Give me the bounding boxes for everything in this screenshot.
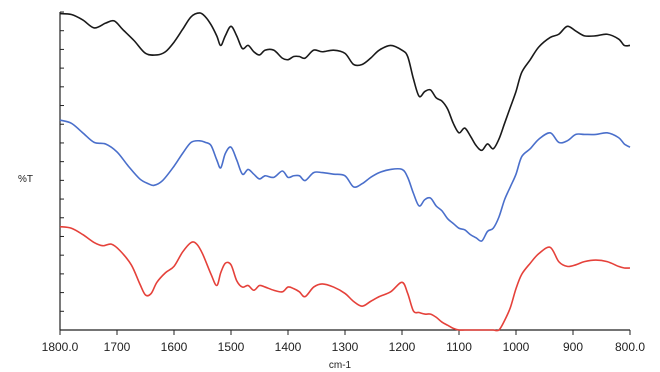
x-tick-label: 800.0	[615, 340, 645, 354]
spectrum-line-blue	[59, 119, 631, 242]
x-tick-label: 1200	[389, 340, 416, 354]
spectrum-series-layer	[59, 12, 631, 332]
x-tick-label: 1500	[218, 340, 245, 354]
spectrum-line-black	[59, 12, 631, 152]
x-axis-ticks	[59, 330, 631, 335]
x-tick-label: 1600	[161, 340, 188, 354]
x-tick-label: 1400	[275, 340, 302, 354]
x-tick-label: 1700	[104, 340, 131, 354]
x-axis-title: cm-1	[329, 360, 352, 371]
spectrum-line-red	[59, 225, 631, 332]
x-tick-label: 1800.0	[42, 340, 79, 354]
x-tick-label: 1100	[446, 340, 472, 354]
x-tick-label: 1000	[503, 340, 530, 354]
x-tick-label: 1300	[332, 340, 359, 354]
y-axis-title: %T	[18, 174, 33, 185]
x-tick-label: 900	[563, 340, 583, 354]
x-axis-tick-labels: 1800.0 1700 1600 1500 1400 1300 1200 1100 1000 90…	[42, 340, 646, 354]
